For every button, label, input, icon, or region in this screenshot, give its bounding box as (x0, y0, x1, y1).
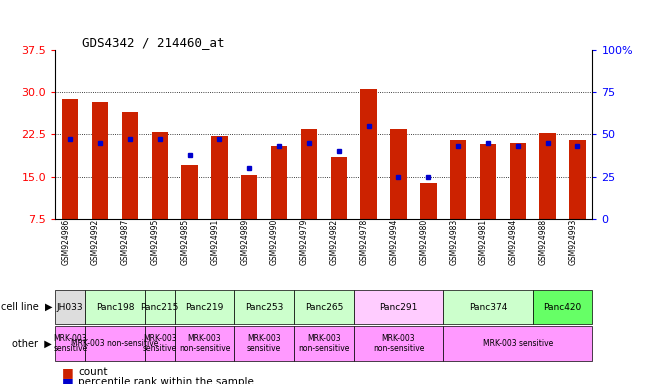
Text: MRK-003 non-sensitive: MRK-003 non-sensitive (72, 339, 159, 348)
Text: GSM924992: GSM924992 (91, 219, 100, 265)
Text: Panc265: Panc265 (305, 303, 343, 312)
Text: GSM924986: GSM924986 (61, 219, 70, 265)
Bar (533, 290, 592, 324)
Text: MRK-003
sensitive: MRK-003 sensitive (53, 334, 87, 353)
Bar (234, 290, 294, 324)
Bar (569, 140, 586, 219)
Text: ■: ■ (62, 376, 74, 384)
Bar (211, 136, 228, 219)
Text: GSM924993: GSM924993 (568, 219, 577, 265)
Text: GSM924991: GSM924991 (210, 219, 219, 265)
Text: GSM924987: GSM924987 (121, 219, 130, 265)
Text: MRK-003
non-sensitive: MRK-003 non-sensitive (179, 334, 230, 353)
Bar (55, 326, 85, 361)
Bar (152, 132, 168, 219)
Bar (443, 290, 533, 324)
Text: Panc219: Panc219 (186, 303, 224, 312)
Text: GDS4342 / 214460_at: GDS4342 / 214460_at (82, 36, 225, 49)
Bar (241, 175, 258, 219)
Bar (55, 290, 85, 324)
Text: Panc198: Panc198 (96, 303, 134, 312)
Bar (540, 133, 556, 219)
Text: GSM924989: GSM924989 (240, 219, 249, 265)
Text: percentile rank within the sample: percentile rank within the sample (78, 377, 254, 384)
Bar (331, 157, 347, 219)
Bar (361, 89, 377, 219)
Text: GSM924978: GSM924978 (359, 219, 368, 265)
Bar (85, 290, 145, 324)
Bar (353, 290, 443, 324)
Text: Panc291: Panc291 (380, 303, 418, 312)
Bar (301, 129, 317, 219)
Text: GSM924985: GSM924985 (180, 219, 189, 265)
Text: Panc215: Panc215 (141, 303, 179, 312)
Bar (85, 326, 145, 361)
Text: GSM924984: GSM924984 (509, 219, 518, 265)
Text: GSM924994: GSM924994 (389, 219, 398, 265)
Bar (62, 99, 79, 219)
Text: MRK-003
non-sensitive: MRK-003 non-sensitive (298, 334, 350, 353)
Bar (174, 326, 234, 361)
Bar (450, 140, 466, 219)
Text: GSM924981: GSM924981 (479, 219, 488, 265)
Bar (234, 326, 294, 361)
Text: MRK-003
sensitive: MRK-003 sensitive (143, 334, 177, 353)
Text: GSM924988: GSM924988 (538, 219, 547, 265)
Bar (443, 326, 592, 361)
Bar (390, 129, 407, 219)
Bar (182, 166, 198, 219)
Text: GSM924980: GSM924980 (419, 219, 428, 265)
Text: other  ▶: other ▶ (12, 339, 52, 349)
Text: GSM924982: GSM924982 (330, 219, 339, 265)
Text: ■: ■ (62, 366, 74, 379)
Bar (122, 112, 138, 219)
Bar (92, 102, 108, 219)
Bar (294, 326, 353, 361)
Text: Panc374: Panc374 (469, 303, 507, 312)
Bar (145, 290, 174, 324)
Text: GSM924990: GSM924990 (270, 219, 279, 265)
Bar (145, 326, 174, 361)
Bar (510, 143, 526, 219)
Bar (353, 326, 443, 361)
Text: cell line  ▶: cell line ▶ (1, 302, 52, 312)
Text: JH033: JH033 (57, 303, 83, 312)
Text: Panc253: Panc253 (245, 303, 283, 312)
Text: GSM924983: GSM924983 (449, 219, 458, 265)
Bar (271, 146, 287, 219)
Text: GSM924995: GSM924995 (151, 219, 159, 265)
Text: GSM924979: GSM924979 (300, 219, 309, 265)
Bar (480, 144, 496, 219)
Bar (294, 290, 353, 324)
Text: MRK-003 sensitive: MRK-003 sensitive (482, 339, 553, 348)
Text: count: count (78, 367, 107, 377)
Text: MRK-003
non-sensitive: MRK-003 non-sensitive (373, 334, 424, 353)
Text: MRK-003
sensitive: MRK-003 sensitive (247, 334, 281, 353)
Bar (174, 290, 234, 324)
Text: Panc420: Panc420 (544, 303, 582, 312)
Bar (420, 184, 437, 219)
